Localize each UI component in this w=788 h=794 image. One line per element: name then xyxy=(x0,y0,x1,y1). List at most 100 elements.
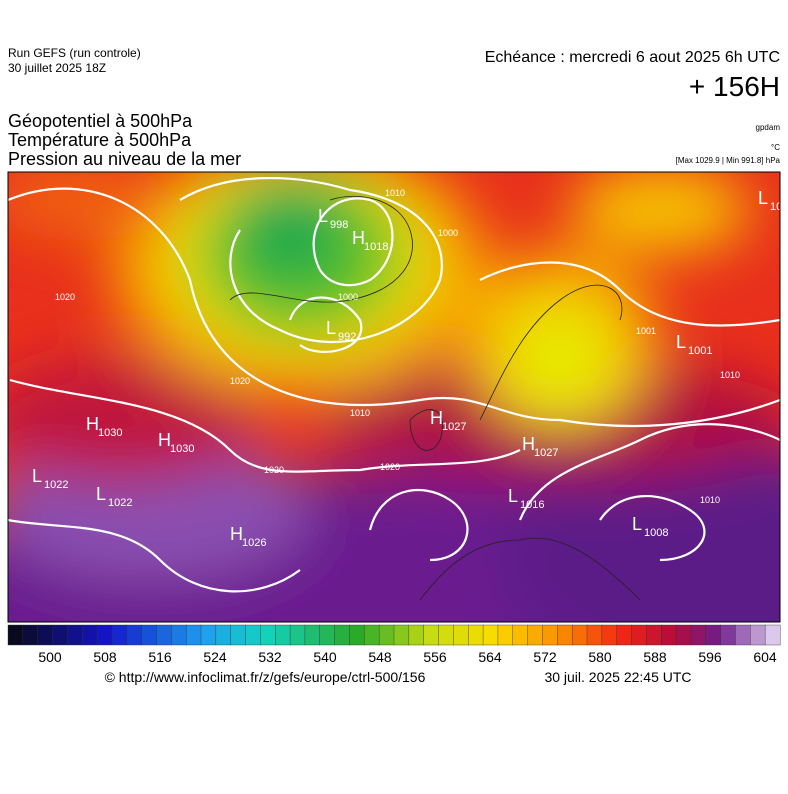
unit: gpdam xyxy=(756,123,781,132)
colorbar-swatch xyxy=(171,624,187,646)
center-value: 1030 xyxy=(170,443,194,455)
center-value: 1022 xyxy=(108,497,132,509)
colorbar-swatch xyxy=(764,624,781,646)
colorbar-swatch xyxy=(200,624,217,646)
isobar-label: 1020 xyxy=(380,462,400,472)
colorbar-swatch xyxy=(646,624,662,646)
center-kind: L xyxy=(318,206,328,226)
colorbar-tick-label: 580 xyxy=(588,649,612,665)
center-kind: H xyxy=(158,430,171,450)
colorbar-swatch xyxy=(378,624,395,646)
colorbar-swatch xyxy=(22,624,39,646)
colorbar-swatch xyxy=(631,624,647,646)
colorbar-tick-label: 604 xyxy=(753,649,777,665)
center-value: 1001 xyxy=(688,345,712,357)
run-date: 30 juillet 2025 18Z xyxy=(8,61,106,75)
isobar-label: 1020 xyxy=(55,292,75,302)
colorbar-swatch xyxy=(571,624,588,646)
colorbar-tick-label: 540 xyxy=(313,649,337,665)
colorbar-swatch xyxy=(156,624,172,646)
colorbar-swatch xyxy=(319,624,336,646)
colorbar-swatch xyxy=(512,624,529,646)
timestamp: 30 juil. 2025 22:45 UTC xyxy=(544,669,691,685)
center-value: 1008 xyxy=(644,527,668,539)
colorbar-swatch xyxy=(304,624,321,646)
colorbar-tick-label: 548 xyxy=(368,649,392,665)
colorbar-swatch xyxy=(230,624,247,646)
isobar-label: 1000 xyxy=(438,228,458,238)
colorbar-swatch xyxy=(557,624,573,646)
center-kind: L xyxy=(508,486,518,506)
colorbar-tick-label: 588 xyxy=(643,649,667,665)
colorbar-swatch xyxy=(7,624,24,646)
colorbar: 500 508 516 524 532 540 548 556 564 572 580 588 596 6… xyxy=(7,624,781,665)
colorbar-swatch xyxy=(661,624,677,646)
colorbar-tick-label: 500 xyxy=(38,649,62,665)
run: Run GEFS (run controle) xyxy=(8,46,141,60)
colorbar-swatch xyxy=(601,624,618,646)
colorbar-swatch xyxy=(289,624,306,646)
colorbar-swatch xyxy=(468,624,484,646)
temperature-field xyxy=(8,172,780,622)
colorbar-tick-label: 572 xyxy=(533,649,557,665)
colorbar-swatch xyxy=(215,624,232,646)
colorbar-tick-label: 564 xyxy=(478,649,502,665)
isobar-label: 1010 xyxy=(700,495,720,505)
coastlines xyxy=(229,195,641,601)
colorbar-tick-label: 532 xyxy=(258,649,282,665)
isobar-label: 1020 xyxy=(230,376,250,386)
center-value: 1027 xyxy=(534,447,558,459)
colorbar-swatch xyxy=(735,624,751,646)
colorbar-swatch xyxy=(245,624,261,646)
colorbar-swatch xyxy=(52,624,68,646)
center-value: 992 xyxy=(338,331,356,343)
center-kind: L xyxy=(96,484,106,504)
isobar-labels: 1010 1000 1000 1020 1020 1010 1020 1020 1001 1010… xyxy=(55,188,740,505)
colorbar-swatch xyxy=(705,624,722,646)
colorbar-swatch xyxy=(675,624,692,646)
field: Géopotentiel à 500hPa xyxy=(8,111,193,131)
colorbar-swatch xyxy=(616,624,633,646)
colorbar-swatch xyxy=(527,624,543,646)
colorbar-swatch xyxy=(126,624,143,646)
colorbar-tick-label: 596 xyxy=(698,649,722,665)
isobar-label: 1010 xyxy=(385,188,405,198)
unit: °C xyxy=(771,143,780,152)
center-kind: H xyxy=(430,408,443,428)
colorbar-swatch xyxy=(482,624,499,646)
center-value: 1018 xyxy=(364,241,388,253)
echeance: Echéance : mercredi 6 aout 2025 6h UTC xyxy=(485,49,780,66)
center-value: 100 xyxy=(770,201,788,213)
colorbar-swatch xyxy=(82,624,98,646)
center-value: 1030 xyxy=(98,427,122,439)
lead-time: + 156H xyxy=(689,71,780,102)
center-value: 998 xyxy=(330,219,348,231)
colorbar-tick-label: 556 xyxy=(423,649,447,665)
center-value: 1022 xyxy=(44,479,68,491)
center-kind: L xyxy=(676,332,686,352)
colorbar-swatch xyxy=(438,624,454,646)
colorbar-swatch xyxy=(542,624,558,646)
colorbar-swatch xyxy=(141,624,157,646)
center-kind: H xyxy=(522,434,535,454)
colorbar-swatch xyxy=(67,624,83,646)
center-kind: L xyxy=(632,514,642,534)
center-kind: H xyxy=(352,228,365,248)
center-kind: L xyxy=(32,466,42,486)
source-url: © http://www.infoclimat.fr/z/gefs/europe… xyxy=(105,669,426,685)
center-kind: L xyxy=(758,188,768,208)
isobar-label: 1020 xyxy=(264,465,284,475)
colorbar-tick-label: 524 xyxy=(203,649,227,665)
colorbar-swatch xyxy=(497,624,514,646)
colorbar-swatch xyxy=(408,624,425,646)
colorbar-swatch xyxy=(349,624,365,646)
colorbar-swatch xyxy=(37,624,54,646)
colorbar-swatch xyxy=(423,624,440,646)
map-frame xyxy=(7,171,781,623)
field: Pression au niveau de la mer xyxy=(8,149,241,169)
unit: [Max 1029.9 | Min 991.8] hPa xyxy=(676,156,781,165)
isobar-label: 1000 xyxy=(338,292,358,302)
